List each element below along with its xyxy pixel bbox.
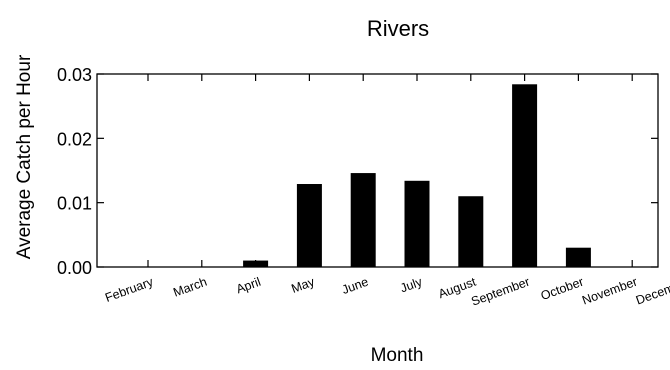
x-tick-label: April xyxy=(234,275,262,297)
x-tick-label: March xyxy=(171,275,208,300)
x-tick-label: June xyxy=(340,275,370,297)
x-tick-label: July xyxy=(398,274,424,295)
bar-july xyxy=(404,180,430,267)
bar-april xyxy=(243,260,269,267)
bar-september xyxy=(512,84,538,267)
y-axis-label: Average Catch per Hour xyxy=(14,54,35,259)
x-tick-label: November xyxy=(580,275,639,308)
y-tick-label: 0.02 xyxy=(57,129,92,149)
y-tick-label: 0.00 xyxy=(57,258,92,278)
x-axis-label: Month xyxy=(371,345,424,366)
plot-frame xyxy=(96,73,659,268)
bar-may xyxy=(296,184,322,267)
bar-june xyxy=(350,173,376,267)
x-tick-label: September xyxy=(469,275,531,309)
x-tick-label: May xyxy=(289,274,317,295)
x-tick-label: December xyxy=(634,275,670,308)
plot-area: 0.00 0.01 0.02 0.03 February March April May Jun… xyxy=(57,65,670,309)
y-tick-label: 0.03 xyxy=(57,65,92,85)
x-tick-label: February xyxy=(103,274,155,305)
y-tick-label: 0.01 xyxy=(57,194,92,214)
bar-august xyxy=(458,196,484,267)
chart-title: Rivers xyxy=(367,16,429,41)
x-tick-label: October xyxy=(539,275,586,303)
bar-october xyxy=(565,247,591,267)
